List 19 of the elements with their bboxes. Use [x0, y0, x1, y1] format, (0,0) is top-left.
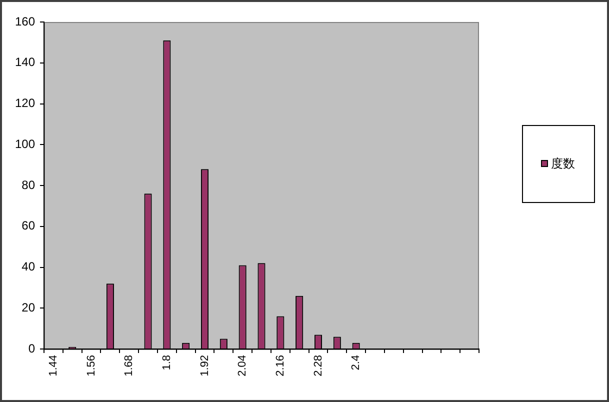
- y-tick-label: 60: [22, 218, 36, 233]
- x-tick-label: 2.28: [312, 355, 324, 376]
- x-tick-label: 1.68: [123, 355, 136, 376]
- legend-label: 度数: [551, 156, 575, 170]
- x-tick-label: 1.8: [160, 355, 173, 370]
- x-tick-label: 2.16: [274, 355, 286, 376]
- x-tick-label: 2.4: [350, 355, 362, 370]
- x-tick-label: 1.92: [198, 355, 211, 376]
- y-tick-label: 160: [14, 14, 36, 28]
- y-tick-label: 20: [22, 300, 36, 314]
- y-tick-label: 120: [14, 96, 36, 110]
- y-tick-label: 40: [22, 260, 36, 274]
- x-tick-label: 2.04: [236, 355, 249, 376]
- y-tick-label: 80: [22, 178, 36, 192]
- y-tick-label: 140: [14, 55, 36, 70]
- y-tick-label: 0: [28, 341, 36, 356]
- x-tick-label: 1.56: [85, 355, 98, 376]
- y-tick-label: 100: [14, 136, 36, 151]
- x-tick-label: 1.44: [47, 355, 60, 376]
